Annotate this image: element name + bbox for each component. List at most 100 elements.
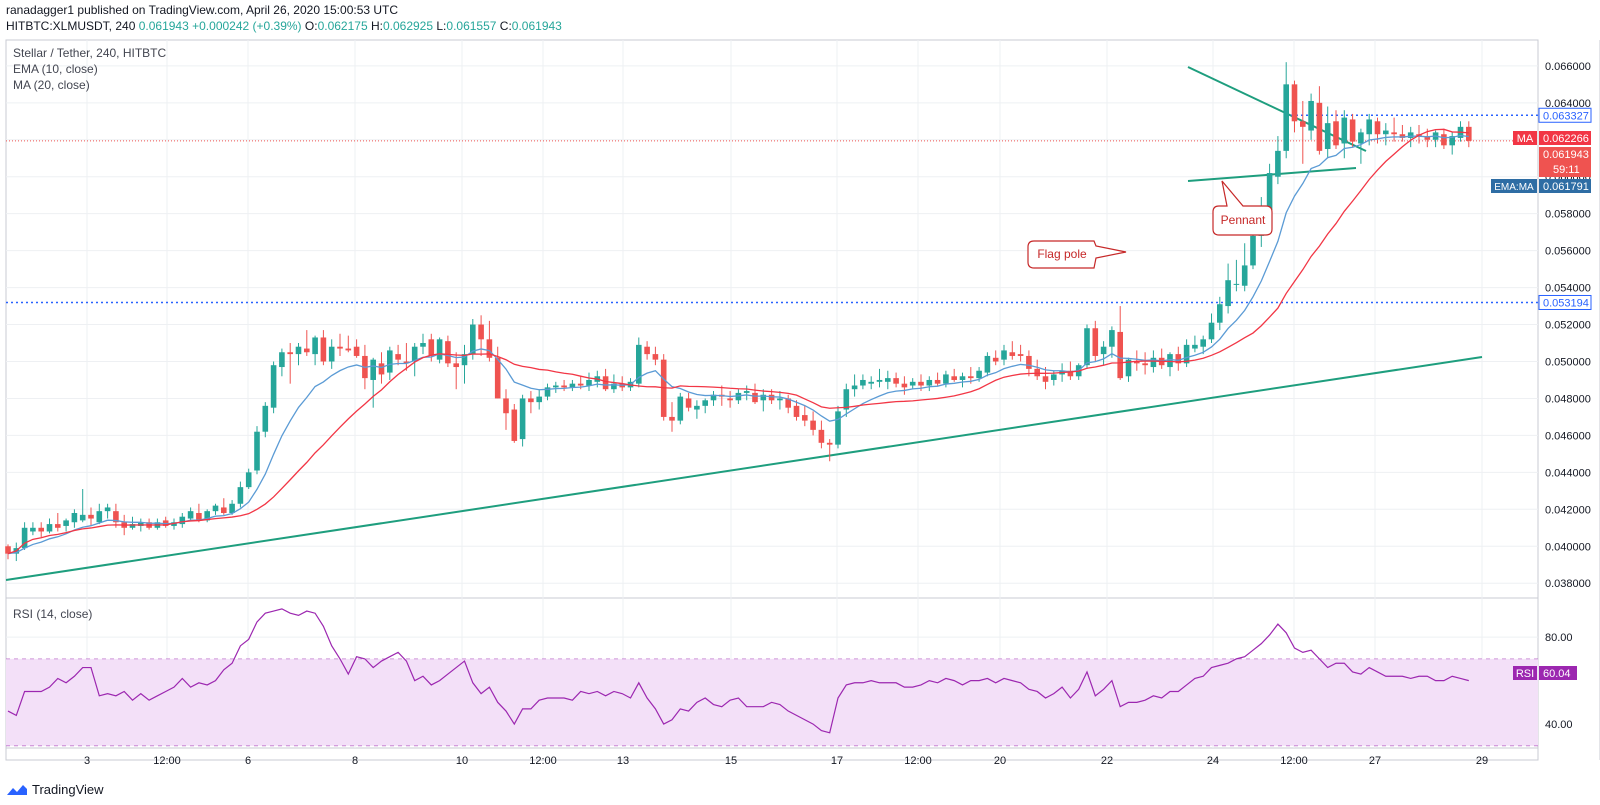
candle	[1009, 341, 1016, 360]
candle	[926, 376, 933, 392]
candle	[436, 337, 443, 364]
candle	[503, 389, 509, 430]
candle	[860, 374, 866, 390]
pennant-callout[interactable]: Pennant	[1212, 180, 1273, 236]
candle	[1324, 106, 1331, 159]
level-high-tag: 0.063327	[1538, 107, 1592, 123]
ma-legend[interactable]: MA (20, close)	[13, 78, 90, 92]
ma-line	[7, 128, 1469, 555]
candle	[893, 372, 899, 388]
ema-legend[interactable]: EMA (10, close)	[13, 62, 98, 76]
candle	[1092, 320, 1099, 362]
candle	[602, 368, 609, 392]
candle	[453, 352, 459, 390]
time-axis[interactable]: 3 12:00 6 8 10 12:00 13 15 17 12:00 20 22 24 12:00 27 2…	[84, 755, 1488, 767]
candle	[1358, 128, 1364, 164]
candle	[901, 376, 908, 395]
rsi-tick-label: 80.00	[1545, 632, 1573, 644]
rsi-axis[interactable]: 80.00 40.00	[1545, 632, 1573, 731]
candle	[793, 400, 800, 421]
candle	[652, 346, 659, 366]
pennant-upper-line[interactable]	[1187, 66, 1367, 152]
candle	[710, 391, 717, 406]
candle	[494, 346, 501, 399]
rsi-tag: RSI 60.04	[1513, 666, 1577, 680]
candle	[1241, 243, 1248, 292]
candle	[785, 394, 791, 414]
candle	[146, 518, 152, 530]
ascending-trendline[interactable]	[5, 356, 1483, 581]
candle	[1383, 123, 1389, 146]
price-tick-label: 0.050000	[1545, 356, 1591, 368]
ema-line	[7, 134, 1469, 555]
candle	[1300, 100, 1306, 164]
time-tick-label: 6	[245, 755, 251, 767]
candle	[1200, 335, 1206, 355]
price-axis[interactable]: 0.0660000.0640000.0620000.0600000.058000…	[1545, 61, 1591, 590]
candle	[420, 333, 426, 355]
open-value: 0.062175	[317, 19, 368, 33]
candle	[544, 383, 551, 401]
candle	[171, 518, 177, 530]
price-tick-label: 0.052000	[1545, 320, 1591, 332]
ma-tag-label: MA	[1517, 133, 1534, 145]
price-tick-label: 0.056000	[1545, 246, 1591, 258]
price-tick-label: 0.066000	[1545, 61, 1591, 73]
price-tick-label: 0.038000	[1545, 578, 1591, 590]
candle	[553, 381, 559, 393]
candle	[586, 372, 592, 392]
time-tick-label: 29	[1476, 755, 1488, 767]
last-price-tag-value: 0.061943	[1543, 149, 1589, 161]
tradingview-logo-icon	[7, 784, 27, 795]
candle	[1225, 263, 1231, 314]
low-label: L:	[436, 19, 447, 33]
ma-tag: MA 0.062266	[1513, 131, 1591, 145]
tradingview-logo[interactable]: TradingView	[6, 782, 104, 797]
symbol-label: HITBTC:XLMUSDT, 240	[6, 19, 136, 33]
candle	[88, 507, 94, 526]
close-value: 0.061943	[511, 19, 562, 33]
candle	[1233, 259, 1240, 292]
open-label: O:	[304, 19, 318, 33]
countdown-label: 59:11	[1553, 164, 1580, 176]
candle	[353, 339, 360, 358]
candle	[1457, 121, 1464, 142]
candle	[262, 402, 269, 438]
rsi-legend[interactable]: RSI (14, close)	[13, 607, 93, 621]
time-tick-label: 15	[725, 755, 737, 767]
candle	[38, 522, 44, 538]
time-tick-label: 12:00	[153, 755, 181, 767]
candle	[685, 392, 692, 412]
candle	[677, 392, 684, 425]
candle	[113, 503, 119, 528]
candle	[1142, 352, 1148, 375]
candle	[104, 503, 111, 519]
candle	[46, 518, 53, 534]
rsi-line	[7, 608, 1469, 734]
ma-tag-value: 0.062266	[1543, 133, 1589, 145]
high-value: 0.062925	[382, 19, 434, 33]
candle	[1183, 339, 1190, 368]
candle	[5, 544, 11, 560]
candle	[312, 335, 318, 366]
candle	[486, 320, 493, 362]
candle	[868, 376, 874, 390]
pennant-label: Pennant	[1221, 213, 1266, 227]
candle	[536, 389, 542, 410]
candle	[295, 343, 302, 366]
time-tick-label: 24	[1207, 755, 1219, 767]
candle	[644, 341, 650, 360]
time-tick-label: 12:00	[529, 755, 557, 767]
candle	[636, 337, 642, 388]
candle	[851, 374, 858, 397]
candle	[611, 374, 617, 393]
flag-pole-callout[interactable]: Flag pole	[1027, 240, 1127, 269]
candle	[992, 350, 999, 366]
change-value: +0.000242 (+0.39%)	[192, 19, 302, 33]
candle	[370, 357, 376, 408]
ohlc-line: HITBTC:XLMUSDT, 240 0.061943 +0.000242 (…	[6, 19, 562, 33]
candle	[1407, 126, 1414, 148]
candle	[1042, 367, 1049, 390]
candle	[1349, 113, 1356, 148]
